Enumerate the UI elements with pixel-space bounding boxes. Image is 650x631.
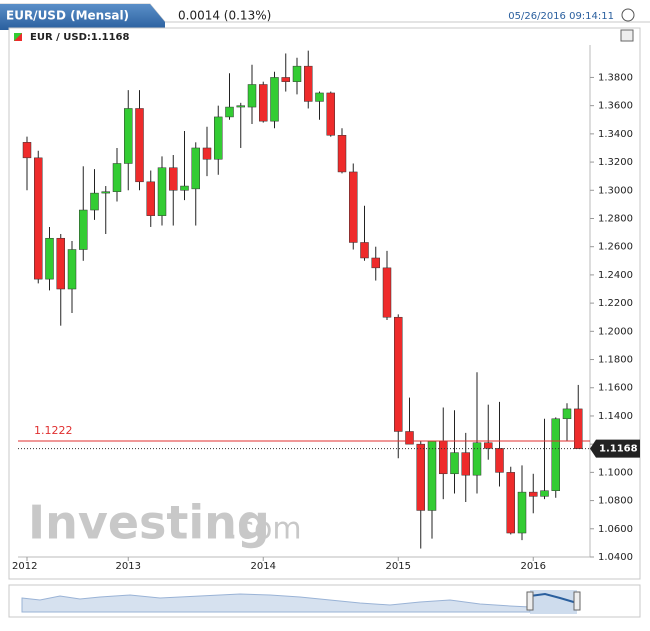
candle-body [45,237,54,280]
x-tick-label: 2012 [12,561,37,572]
candle-body [416,443,425,511]
candle-body [517,491,527,534]
navigator-area [21,593,531,613]
candle-body [506,472,515,534]
candle-body [101,191,110,194]
navigator-line [529,592,578,604]
candle-body [180,185,189,191]
candle-body [349,171,358,243]
chart-title: EUR / USD:1.1168 [30,32,130,43]
header-change: 0.0014 (0.13%) [178,9,271,23]
candle-body [157,167,167,216]
candle-body [22,142,32,159]
candle-body [281,77,290,82]
y-tick-label: 1.2000 [598,326,633,337]
candle-body [360,242,369,259]
y-tick-label: 1.0600 [598,524,633,535]
candle-body [337,135,347,173]
y-tick-label: 1.0400 [598,552,633,563]
candle-body [292,65,302,82]
watermark: Investing.com [28,496,302,550]
header-timestamp: 05/26/2016 09:14:11 [508,11,614,22]
candle-body [67,249,77,290]
y-tick-label: 1.2800 [598,213,633,224]
candle-body [450,452,459,475]
x-tick-label: 2013 [116,561,141,572]
y-tick-label: 1.2600 [598,242,633,253]
candle-body [169,167,178,191]
y-tick-label: 1.3400 [598,129,633,140]
navigator-window[interactable] [530,590,577,614]
y-tick-label: 1.2400 [598,270,633,281]
y-tick-label: 1.1400 [598,411,633,422]
watermark-text: Investing [28,496,270,550]
candle-body [540,490,549,497]
watermark-text: .com [228,512,302,547]
candle-body [326,92,335,136]
y-tick-label: 1.3000 [598,185,633,196]
candle-body [461,452,470,476]
candle-body [247,84,257,108]
x-tick-label: 2015 [386,561,411,572]
candle-body [214,116,223,160]
candle-body [135,108,144,183]
candle-body [574,408,583,449]
candle-body [56,237,65,290]
last-price-label: 1.1168 [599,444,638,455]
candle-body [112,163,122,192]
candle-body [304,65,313,102]
candle-body [79,209,88,250]
candle-body [472,442,482,476]
last-price-box [590,439,640,458]
header-title: EUR/USD (Mensal) [6,9,129,23]
candle-body [225,106,234,118]
minimize-button[interactable] [620,29,634,42]
header-tab [0,4,165,30]
candle-body [529,491,538,497]
candle-body [495,448,504,473]
candle-body [124,108,133,164]
candle-body [202,147,212,160]
candle-body [382,267,392,318]
y-tick-label: 1.0800 [598,496,633,507]
candle-body [371,257,380,269]
x-tick-label: 2014 [251,561,276,572]
candle-body [439,441,448,475]
legend-icon-red [14,33,22,41]
y-tick-label: 1.3800 [598,72,633,83]
candle-body [427,441,437,511]
alert-label: 1.1222 [34,424,73,437]
close-button[interactable] [621,8,635,22]
chart-frame [8,27,641,580]
y-tick-label: 1.1000 [598,467,633,478]
x-tick-label: 2016 [521,561,546,572]
candle-body [562,408,572,420]
candle-body [315,92,324,102]
navigator-handle[interactable] [526,591,534,611]
y-tick-label: 1.2200 [598,298,633,309]
candle-body [270,77,279,122]
candle-body [191,147,200,190]
candle-body [394,316,403,432]
candle-body [236,105,245,108]
candle-body [90,192,99,211]
y-tick-label: 1.1600 [598,383,633,394]
candle-body [484,442,493,449]
y-tick-label: 1.3200 [598,157,633,168]
candle-body [146,181,155,216]
candle-body [259,84,268,122]
candle-body [551,418,560,491]
y-tick-label: 1.1800 [598,355,633,366]
navigator-handle[interactable] [573,591,581,611]
candle-body [34,157,43,280]
y-tick-label: 1.3600 [598,101,633,112]
candle-body [405,431,414,445]
